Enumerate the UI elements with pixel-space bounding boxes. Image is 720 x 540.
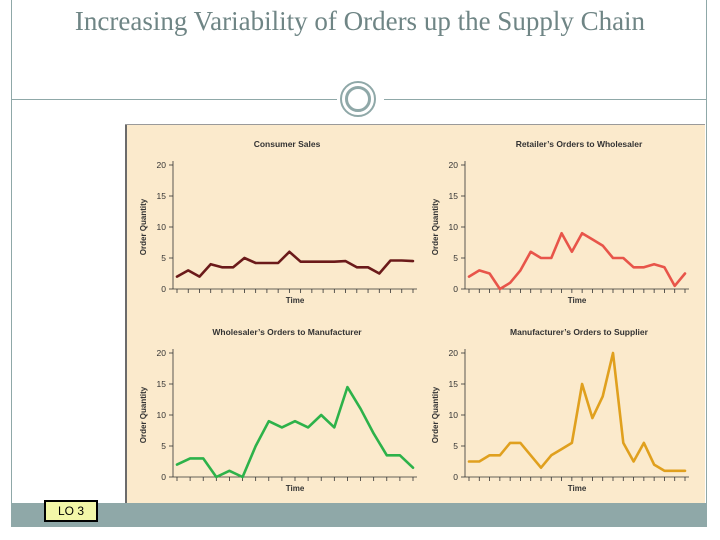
chart-1-xlabel: Time [286, 296, 305, 305]
chart-3-y-tick-label: 20 [157, 348, 167, 358]
figure-left-edge [125, 125, 127, 503]
chart-3-ylabel: Order Quantity [139, 386, 148, 443]
chart-2-y-tick-label: 20 [449, 160, 459, 170]
title-divider-left [11, 99, 337, 100]
circle-ornament-icon [340, 81, 376, 117]
charts-figure: Consumer Sales 0 5 10 15 20 Order Quantity Time… [127, 125, 705, 503]
charts-svg: Consumer Sales 0 5 10 15 20 Order Quantity Time… [139, 139, 689, 493]
slide-frame [11, 0, 707, 527]
chart-1-ylabel: Order Quantity [139, 198, 148, 255]
chart-1-series-line [175, 250, 415, 278]
chart-4-xlabel: Time [568, 484, 587, 493]
chart-3-y-tick-label: 10 [157, 410, 167, 420]
chart-3-y-tick-label: 0 [161, 472, 166, 482]
chart-2-series-line [467, 231, 687, 291]
chart-1-y-tick-label: 20 [157, 160, 167, 170]
chart-3-y-tick-label: 5 [161, 441, 166, 451]
chart-4-y-tick-label: 0 [453, 472, 458, 482]
chart-2-y-tick-label: 10 [449, 222, 459, 232]
chart-2-title: Retailer’s Orders to Wholesaler [516, 139, 643, 149]
chart-3-series-line [175, 385, 415, 479]
chart-4-title: Manufacturer’s Orders to Supplier [510, 327, 649, 337]
chart-1-y-tick-label: 15 [157, 191, 167, 201]
chart-1-y-tick-label: 5 [161, 253, 166, 263]
slide-title: Increasing Variability of Orders up the … [74, 6, 646, 36]
chart-4-y-tick-label: 20 [449, 348, 459, 358]
chart-3-title: Wholesaler’s Orders to Manufacturer [212, 327, 362, 337]
chart-2-xlabel: Time [568, 296, 587, 305]
chart-4-y-tick-label: 15 [449, 379, 459, 389]
chart-2-y-tick-label: 15 [449, 191, 459, 201]
chart-1-y-tick-label: 0 [161, 284, 166, 294]
footer-bar [11, 503, 707, 527]
chart-1-title: Consumer Sales [254, 139, 321, 149]
chart-4-y-tick-label: 5 [453, 441, 458, 451]
chart-4-ylabel: Order Quantity [431, 386, 440, 443]
chart-3-y-tick-label: 15 [157, 379, 167, 389]
chart-2-y-tick-label: 5 [453, 253, 458, 263]
chart-2-y-tick-label: 0 [453, 284, 458, 294]
chart-2-ylabel: Order Quantity [431, 198, 440, 255]
chart-1-y-tick-label: 10 [157, 222, 167, 232]
chart-4-series-line [467, 351, 687, 473]
title-divider-right [384, 99, 707, 100]
chart-3-xlabel: Time [286, 484, 305, 493]
chart-4-y-tick-label: 10 [449, 410, 459, 420]
figure-top-edge [125, 124, 705, 125]
learning-objective-badge: LO 3 [44, 500, 98, 522]
